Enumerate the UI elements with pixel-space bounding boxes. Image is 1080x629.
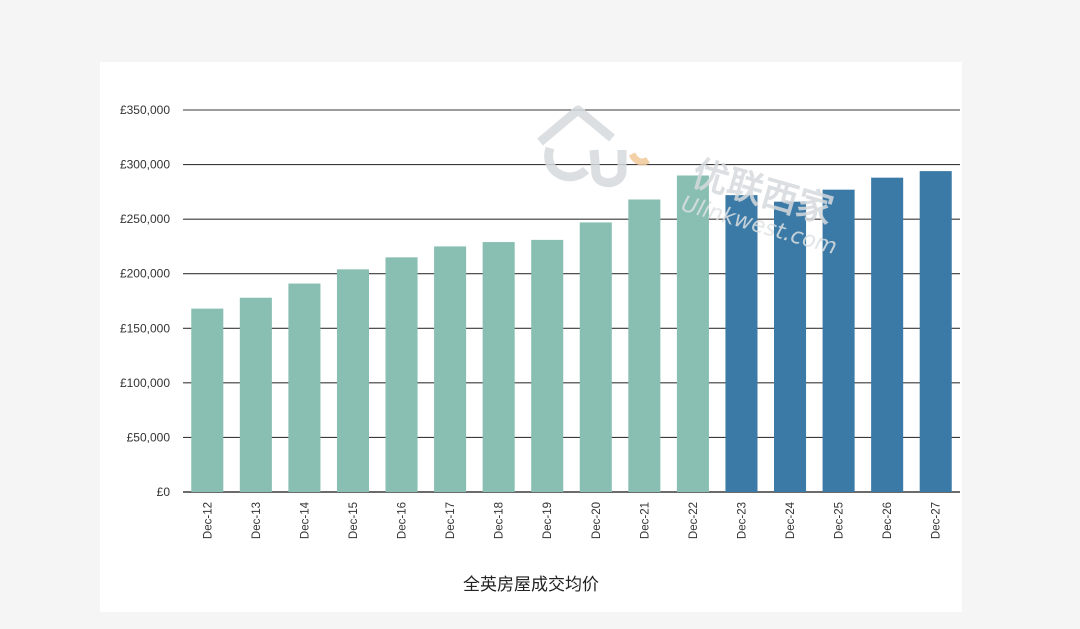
y-tick-label: £150,000 xyxy=(120,321,170,335)
y-axis-tick-labels: £350,000 £300,000 £250,000 £200,000 £150,000… xyxy=(120,103,170,499)
bar-dec-15 xyxy=(336,269,369,492)
x-category-label: Dec-18 xyxy=(494,502,506,539)
bar-chart: £350,000 £300,000 £250,000 £200,000 £150,000… xyxy=(120,103,960,595)
x-category-label: Dec-23 xyxy=(736,502,748,539)
bar-dec-18 xyxy=(482,242,515,492)
y-tick-label: £50,000 xyxy=(127,430,171,444)
x-category-label: Dec-21 xyxy=(639,502,651,539)
y-tick-label: £350,000 xyxy=(120,103,170,117)
bar-dec-17 xyxy=(434,246,467,492)
bar-dec-19 xyxy=(531,239,564,492)
y-tick-label: £250,000 xyxy=(120,212,170,226)
x-category-label: Dec-13 xyxy=(251,502,263,539)
bar-dec-24 xyxy=(774,201,807,492)
x-category-label: Dec-12 xyxy=(202,502,214,539)
chart-title: 全英房屋成交均价 xyxy=(463,575,599,595)
x-category-label: Dec-15 xyxy=(348,502,360,539)
x-category-label: Dec-25 xyxy=(834,502,846,539)
x-category-label: Dec-19 xyxy=(542,502,554,539)
x-category-label: Dec-24 xyxy=(785,501,797,539)
x-category-label: Dec-14 xyxy=(299,501,311,539)
bar-dec-25 xyxy=(822,189,855,492)
bar-dec-13 xyxy=(239,297,272,492)
bar-dec-23 xyxy=(725,195,758,493)
x-category-label: Dec-27 xyxy=(931,502,943,539)
x-category-label: Dec-22 xyxy=(688,502,700,539)
bar-dec-21 xyxy=(628,199,661,493)
x-category-label: Dec-16 xyxy=(397,502,409,539)
bar-dec-12 xyxy=(191,308,224,492)
bars xyxy=(191,171,952,493)
bar-dec-20 xyxy=(579,222,612,492)
bar-dec-16 xyxy=(385,257,418,492)
y-tick-label: £300,000 xyxy=(120,158,170,172)
x-category-label: Dec-26 xyxy=(882,502,894,539)
x-category-label: Dec-17 xyxy=(445,502,457,539)
bar-dec-26 xyxy=(871,177,904,492)
bar-dec-14 xyxy=(288,283,321,492)
watermark-logo-icon xyxy=(537,105,650,188)
y-tick-label: £200,000 xyxy=(120,267,170,281)
x-axis-category-labels: Dec-12 Dec-13 Dec-14 Dec-15 Dec-16 Dec-17 Dec-… xyxy=(202,501,942,539)
x-category-label: Dec-20 xyxy=(591,502,603,539)
bar-dec-22 xyxy=(676,175,709,492)
chart-card: £350,000 £300,000 £250,000 £200,000 £150,000… xyxy=(100,62,962,612)
y-tick-label: £100,000 xyxy=(120,376,170,390)
y-tick-label: £0 xyxy=(157,485,171,499)
bar-dec-27 xyxy=(919,171,952,492)
